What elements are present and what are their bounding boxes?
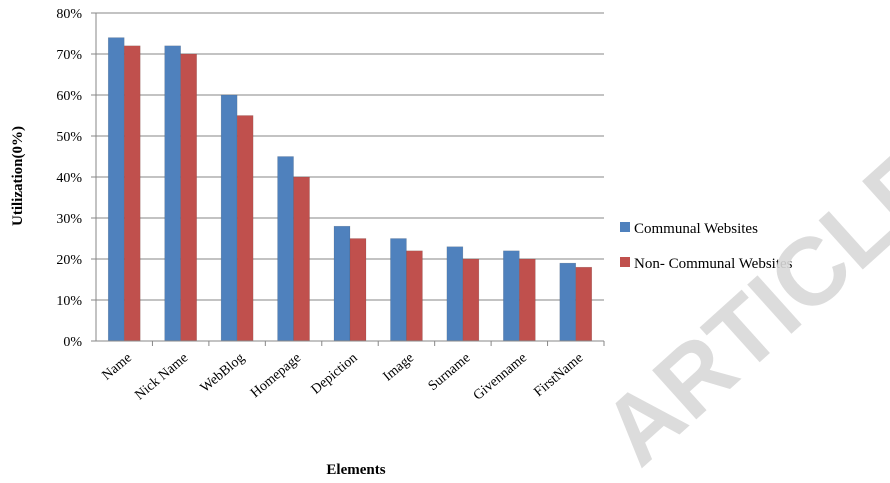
y-tick-label: 80% [56, 7, 82, 22]
x-category-label: FirstName [531, 351, 586, 400]
legend-swatch [620, 222, 630, 232]
x-axis-title: Elements [326, 462, 385, 478]
x-category-label: Homepage [248, 351, 304, 401]
legend-label: Communal Websites [634, 221, 758, 237]
bar-communal [390, 238, 407, 342]
legend-swatch [620, 257, 630, 267]
bar-non-communal [462, 258, 480, 342]
y-tick-label: 0% [63, 335, 82, 350]
legend-label: Non- Communal Websites [634, 256, 793, 272]
y-tick-label: 70% [56, 48, 82, 63]
bar-communal [277, 156, 294, 342]
y-tick-label: 40% [56, 171, 82, 186]
y-axis-title: Utilization(0%) [10, 126, 26, 226]
bar-communal [559, 262, 577, 342]
bar-non-communal [236, 115, 254, 342]
bar-communal [107, 37, 125, 342]
bar-communal [220, 94, 238, 342]
x-category-label: WebBlog [198, 351, 248, 396]
y-axis-ticks: 0% 10% 20% 30% 40% 50% 60% 70% 80% [56, 7, 96, 350]
y-tick-label: 30% [56, 212, 82, 227]
bar-non-communal [519, 258, 536, 342]
legend: Communal Websites Non- Communal Websites [620, 221, 793, 272]
bar-non-communal [123, 45, 141, 342]
x-category-label: Image [381, 351, 417, 385]
x-category-label: Name [100, 351, 135, 384]
y-tick-label: 20% [56, 253, 82, 268]
x-category-label: Depiction [309, 351, 361, 398]
bar-non-communal [349, 238, 367, 342]
bar-non-communal [575, 266, 593, 342]
bar-non-communal [293, 176, 310, 342]
bars [107, 37, 593, 342]
x-category-label: Nick Name [132, 351, 191, 404]
bar-communal [503, 250, 520, 342]
bar-communal [164, 45, 181, 342]
x-category-label: Surname [426, 351, 474, 394]
bar-non-communal [180, 53, 197, 342]
bar-non-communal [406, 250, 423, 342]
bar-communal [446, 246, 464, 342]
y-tick-label: 10% [56, 294, 82, 309]
watermark-text: ARTICLE [582, 128, 890, 483]
y-tick-label: 50% [56, 130, 82, 145]
x-category-label: Givenname [471, 351, 530, 404]
bar-communal [333, 225, 351, 342]
y-tick-label: 60% [56, 89, 82, 104]
